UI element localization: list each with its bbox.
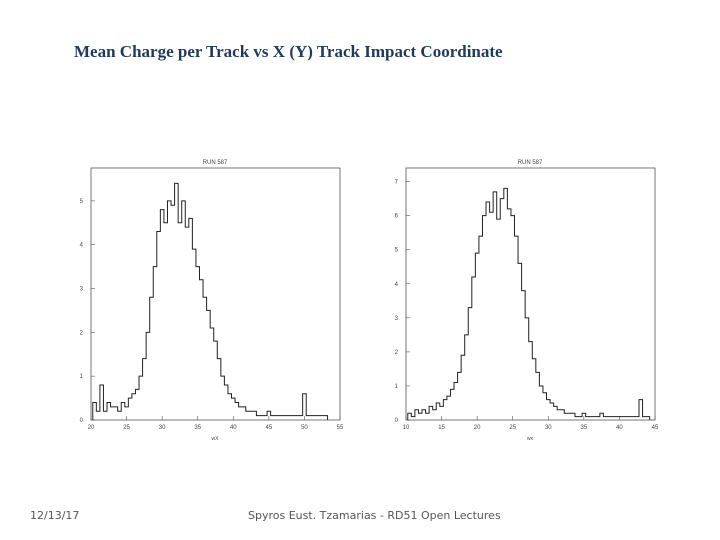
y-tick-label: 7 — [395, 180, 399, 186]
footer-date: 12/13/17 — [30, 509, 80, 522]
y-tick-label: 3 — [395, 316, 399, 322]
chart-title-left: RUN 587 — [203, 160, 228, 166]
x-tick-label: 40 — [230, 425, 237, 431]
y-tick-label: 6 — [395, 214, 399, 220]
y-tick-label: 0 — [395, 418, 399, 424]
series-line-left — [92, 182, 329, 420]
slide-title: Mean Charge per Track vs X (Y) Track Imp… — [74, 42, 503, 61]
x-tick-label: 55 — [337, 425, 344, 431]
x-axis-label-left: wX — [212, 436, 220, 442]
x-tick-label: 35 — [194, 425, 201, 431]
y-tick-label: 4 — [395, 282, 399, 288]
x-tick-label: 50 — [301, 425, 308, 431]
plot-frame-left — [90, 167, 341, 421]
y-tick-label: 3 — [80, 287, 84, 293]
x-tick-label: 20 — [474, 425, 481, 431]
x-tick-label: 15 — [438, 425, 445, 431]
y-ticks-left: 0 1 2 3 4 5 — [80, 199, 95, 424]
x-tick-label: 30 — [545, 425, 552, 431]
y-tick-label: 0 — [80, 418, 84, 424]
x-axis-label-right: wx — [527, 436, 534, 442]
x-tick-label: 35 — [581, 425, 588, 431]
x-tick-label: 40 — [616, 425, 623, 431]
footer-text: Spyros Eust. Tzamarias - RD51 Open Lectu… — [248, 509, 501, 522]
x-tick-label: 20 — [88, 425, 95, 431]
x-tick-label: 10 — [403, 425, 410, 431]
y-tick-label: 1 — [80, 374, 84, 380]
x-tick-label: 25 — [509, 425, 516, 431]
x-tick-label: 45 — [652, 425, 659, 431]
chart-title-right: RUN 587 — [518, 160, 543, 166]
series-line-right — [407, 187, 651, 420]
plot-frame-right — [405, 167, 656, 421]
x-tick-label: 45 — [266, 425, 273, 431]
x-ticks-left: 20 25 30 35 40 45 50 55 — [88, 416, 344, 431]
x-ticks-right: 10 15 20 25 30 35 40 45 — [403, 416, 659, 431]
y-tick-label: 5 — [80, 199, 84, 205]
x-tick-label: 30 — [159, 425, 166, 431]
y-tick-label: 2 — [395, 350, 399, 356]
x-tick-label: 25 — [123, 425, 130, 431]
y-tick-label: 1 — [395, 384, 399, 390]
y-tick-label: 4 — [80, 243, 84, 249]
y-tick-label: 5 — [395, 248, 399, 254]
y-ticks-right: 0 1 2 3 4 5 6 7 — [395, 180, 410, 424]
y-tick-label: 2 — [80, 330, 84, 336]
